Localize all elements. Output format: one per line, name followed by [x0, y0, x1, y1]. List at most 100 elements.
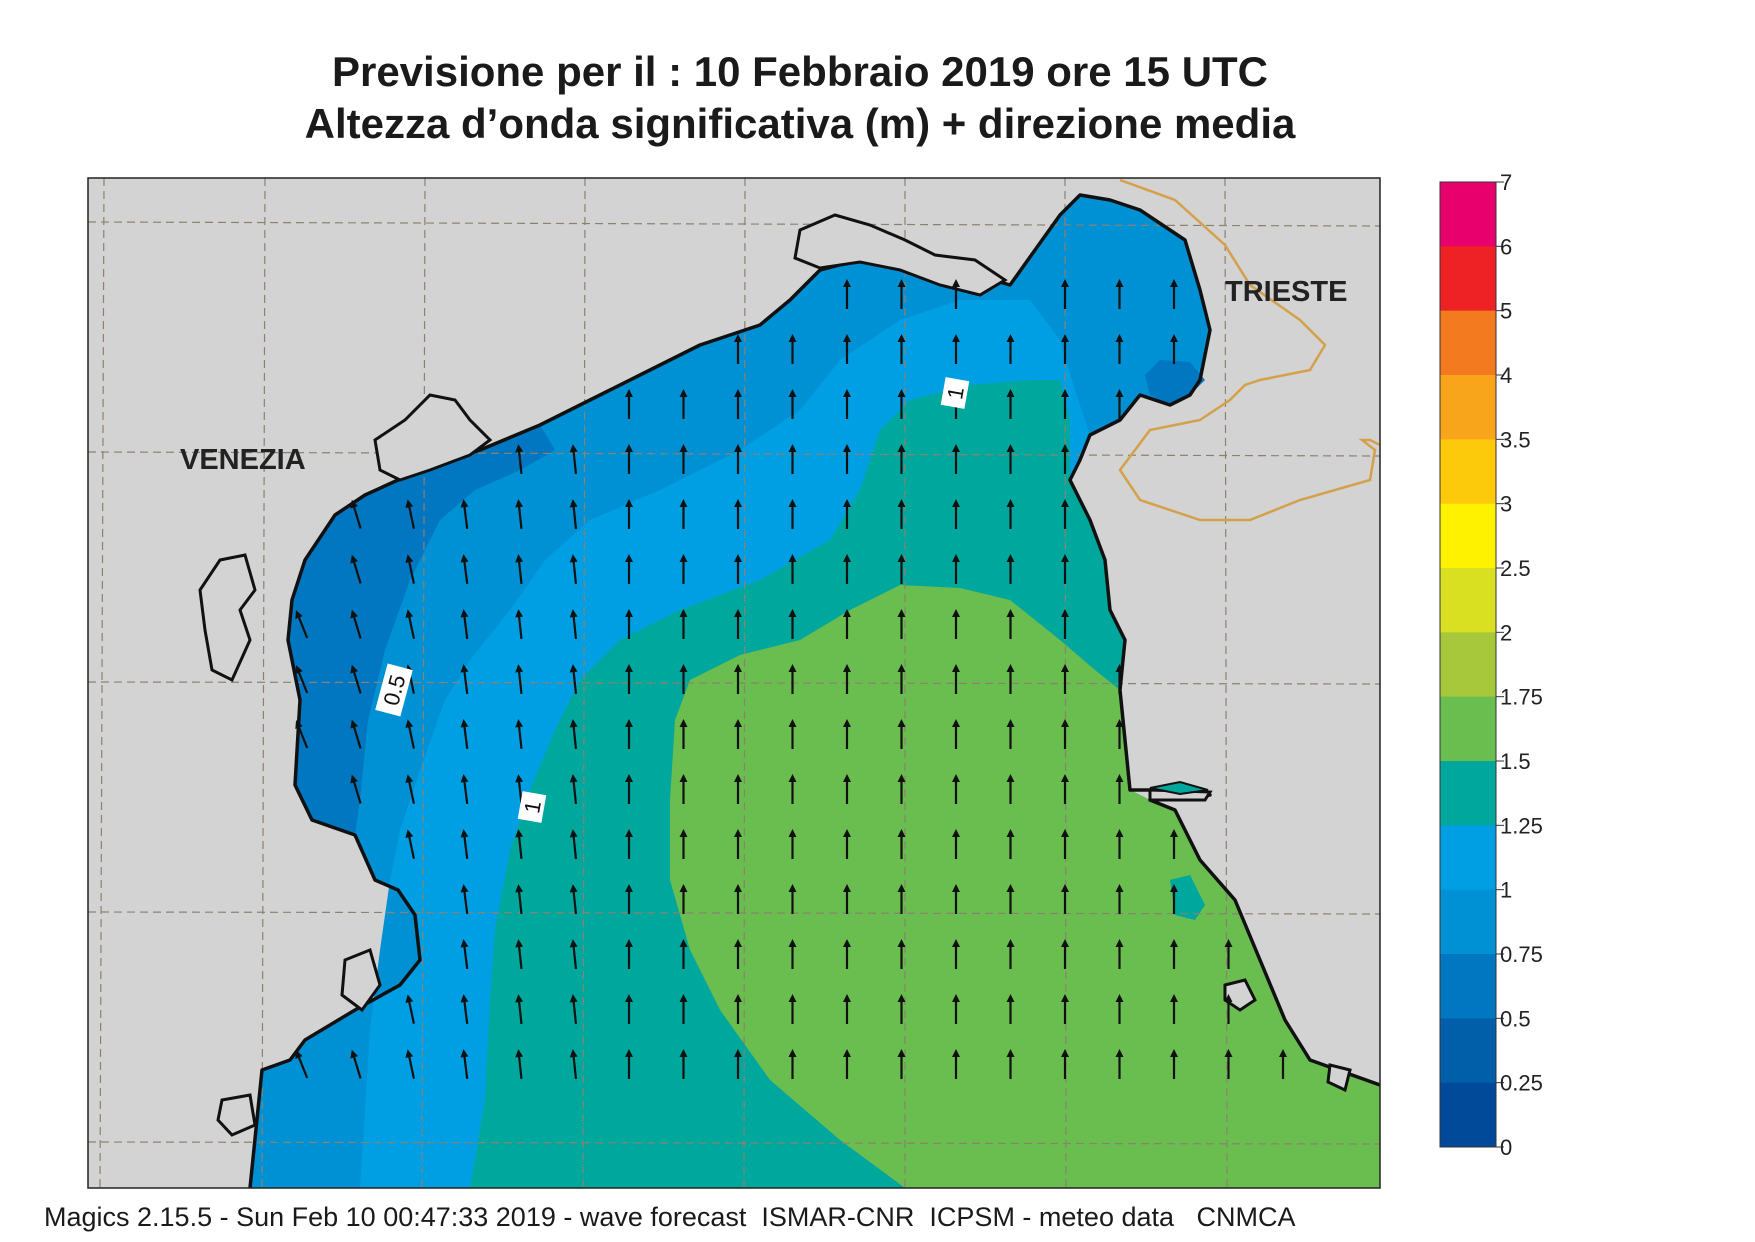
wave-arrow	[1006, 1049, 1015, 1079]
wave-arrow	[1006, 499, 1015, 529]
legend-label: 1.75	[1500, 685, 1543, 710]
wave-arrow	[1061, 774, 1069, 804]
wave-arrow	[405, 1049, 415, 1079]
wave-arrow	[1061, 1049, 1069, 1079]
legend-label: 3	[1500, 492, 1512, 517]
wave-arrow	[405, 719, 415, 749]
legend-label: 5	[1500, 299, 1512, 324]
wave-arrow	[734, 994, 742, 1024]
wave-arrow	[843, 334, 851, 364]
wave-arrow	[625, 499, 633, 529]
wave-arrow	[460, 884, 469, 915]
wave-arrow	[679, 389, 688, 419]
wave-arrow	[1061, 884, 1069, 914]
wave-arrow	[897, 389, 906, 419]
wave-arrow	[460, 719, 469, 750]
contour-label-text: 1	[519, 799, 546, 815]
national-border	[1118, 178, 1380, 522]
wave-arrow	[1224, 1049, 1233, 1079]
wave-arrow	[1115, 884, 1124, 914]
wave-arrow	[1115, 279, 1124, 309]
wave-arrow	[569, 884, 578, 915]
wave-arrow	[1115, 389, 1124, 419]
wave-arrow	[1170, 829, 1178, 859]
wave-arrow	[515, 719, 524, 750]
wave-arrow	[460, 664, 469, 695]
wave-arrow	[405, 554, 415, 584]
wave-arrow	[569, 664, 578, 695]
legend-band	[1440, 696, 1496, 762]
wave-arrow	[952, 884, 960, 914]
wave-arrow	[569, 1049, 578, 1080]
wave-arrow	[625, 554, 633, 584]
contour-label-1-north: 1	[940, 377, 970, 409]
wave-arrow	[734, 939, 742, 969]
wave-arrow	[1115, 1049, 1124, 1079]
wave-arrow	[1115, 774, 1124, 804]
wave-arrow	[569, 554, 578, 585]
wave-arrow	[1170, 334, 1178, 364]
wave-arrow	[952, 444, 960, 474]
legend-label: 0	[1500, 1135, 1512, 1160]
contour-label-1-south: 1	[517, 791, 547, 823]
wave-arrow	[843, 774, 851, 804]
legend-band	[1440, 761, 1496, 826]
wave-arrow	[1115, 719, 1124, 749]
wave-arrow	[1006, 939, 1015, 969]
wave-arrow	[952, 1049, 960, 1079]
wave-arrow	[788, 664, 797, 694]
wave-arrow	[734, 389, 742, 419]
wave-arrow	[897, 774, 906, 804]
wave-arrow	[734, 884, 742, 914]
legend-label: 1.25	[1500, 813, 1543, 838]
wave-arrow	[1061, 334, 1069, 364]
wave-arrow	[679, 939, 688, 969]
wave-arrow	[569, 719, 578, 750]
wave-arrow	[897, 334, 906, 364]
wave-arrow	[952, 334, 960, 364]
wave-arrow	[515, 829, 524, 860]
wave-arrow	[460, 774, 469, 805]
river-mouth-marker	[1149, 780, 1209, 796]
wave-arrow	[515, 444, 524, 475]
wave-arrow	[1006, 774, 1015, 804]
wave-arrow	[952, 609, 960, 639]
wave-arrow	[1170, 279, 1178, 309]
wave-arrow	[679, 1049, 688, 1079]
legend-label: 0.75	[1500, 942, 1543, 967]
wave-arrow	[1061, 719, 1069, 749]
wave-arrow	[897, 994, 906, 1024]
wave-arrow	[843, 444, 851, 474]
wave-arrow	[788, 884, 797, 914]
wave-arrow	[515, 609, 524, 640]
wave-zone-river-mouth	[1170, 875, 1205, 920]
wave-arrow	[515, 994, 524, 1025]
wave-arrow	[569, 609, 578, 640]
wave-arrow	[952, 719, 960, 749]
wave-arrow	[843, 719, 851, 749]
wave-arrow	[734, 719, 742, 749]
contour-label-0.5: 0.5	[375, 663, 413, 717]
wave-arrow	[625, 774, 633, 804]
wave-arrow	[843, 884, 851, 914]
wave-arrow	[952, 279, 960, 309]
legend-label: 6	[1500, 234, 1512, 259]
wave-arrow	[1115, 664, 1124, 694]
legend-label: 2	[1500, 620, 1512, 645]
wave-arrow	[843, 499, 851, 529]
wave-arrow	[460, 829, 469, 860]
wave-arrow	[897, 719, 906, 749]
wave-arrow	[679, 829, 688, 859]
wave-arrow	[1061, 389, 1069, 419]
wave-arrow	[1006, 554, 1015, 584]
wave-arrow	[788, 389, 797, 419]
legend-band	[1440, 954, 1496, 1019]
wave-arrow	[1006, 389, 1015, 419]
wave-arrow	[295, 610, 309, 639]
wave-arrow	[734, 774, 742, 804]
place-label-trieste: TRIESTE	[1225, 276, 1347, 308]
wave-arrow	[350, 499, 362, 529]
wave-arrow	[569, 774, 578, 805]
